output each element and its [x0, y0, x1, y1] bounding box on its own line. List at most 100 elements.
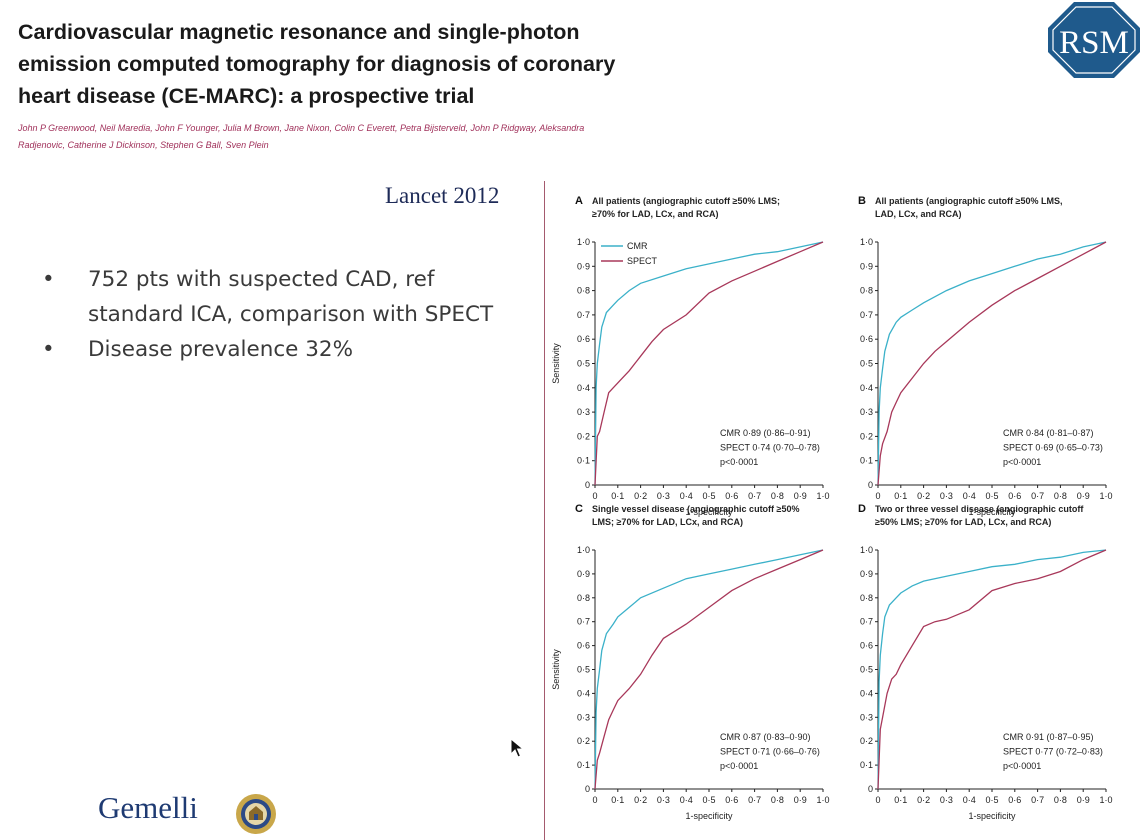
- bullet-dot: •: [42, 267, 55, 292]
- auc-annotation: SPECT 0·77 (0·72–0·83): [1003, 747, 1103, 757]
- x-tick-label: 1·0: [1099, 795, 1112, 805]
- x-tick-label: 0·6: [725, 795, 738, 805]
- y-tick-label: 0·8: [860, 286, 873, 296]
- x-axis-label: 1-specificity: [685, 811, 733, 821]
- auc-annotation: SPECT 0·74 (0·70–0·78): [720, 443, 820, 453]
- auc-annotation: CMR 0·91 (0·87–0·95): [1003, 732, 1094, 742]
- x-tick-label: 0·1: [611, 795, 624, 805]
- y-tick-label: 0·5: [577, 359, 590, 369]
- y-tick-label: 0·6: [577, 641, 590, 651]
- x-tick-label: 0·8: [1054, 491, 1067, 501]
- x-tick-label: 0·7: [748, 491, 761, 501]
- y-tick-label: 0·2: [577, 431, 590, 441]
- y-tick-label: 0·3: [860, 407, 873, 417]
- x-tick-label: 0·2: [917, 795, 930, 805]
- x-tick-label: 0·2: [634, 795, 647, 805]
- y-tick-label: 0·1: [577, 456, 590, 466]
- y-tick-label: 1·0: [860, 545, 873, 555]
- auc-annotation: p<0·0001: [720, 457, 758, 467]
- y-tick-label: 0·4: [860, 688, 873, 698]
- y-tick-label: 0·3: [577, 712, 590, 722]
- auc-annotation: CMR 0·89 (0·86–0·91): [720, 428, 811, 438]
- x-tick-label: 0·2: [917, 491, 930, 501]
- x-tick-label: 0·9: [1077, 795, 1090, 805]
- vertical-divider: [544, 181, 545, 840]
- y-tick-label: 0·7: [860, 310, 873, 320]
- roc-panel-d: D Two or three vessel disease (angiograph…: [858, 503, 1113, 821]
- x-axis-label: 1-specificity: [968, 811, 1016, 821]
- x-tick-label: 0·5: [985, 491, 998, 501]
- y-tick-label: 0·4: [860, 383, 873, 393]
- x-tick-label: 0·5: [985, 795, 998, 805]
- y-tick-label: 0·7: [577, 310, 590, 320]
- y-tick-label: 0·4: [577, 383, 590, 393]
- x-tick-label: 0·6: [1008, 795, 1021, 805]
- y-tick-label: 0·2: [577, 736, 590, 746]
- auc-annotation: p<0·0001: [1003, 761, 1041, 771]
- roc-curve-cmr: [877, 241, 1107, 486]
- x-tick-label: 0·1: [894, 795, 907, 805]
- y-tick-label: 0·6: [860, 334, 873, 344]
- bullet-item: • 752 pts with suspected CAD, ref standar…: [40, 262, 510, 332]
- bullet-dot: •: [42, 337, 55, 362]
- y-tick-label: 0: [585, 784, 590, 794]
- y-tick-label: 1·0: [860, 237, 873, 247]
- roc-curve-spect: [877, 241, 1107, 486]
- paper-title: Cardiovascular magnetic resonance and si…: [18, 20, 616, 108]
- y-tick-label: 0·9: [577, 261, 590, 271]
- panel-title: Single vessel disease (angiographic cuto…: [592, 504, 800, 514]
- y-tick-label: 0·5: [860, 665, 873, 675]
- auc-annotation: SPECT 0·71 (0·66–0·76): [720, 747, 820, 757]
- y-tick-label: 0·6: [577, 334, 590, 344]
- x-tick-label: 0·5: [702, 491, 715, 501]
- legend-label-cmr: CMR: [627, 241, 648, 251]
- y-tick-label: 1·0: [577, 545, 590, 555]
- x-tick-label: 0·4: [680, 795, 693, 805]
- auc-annotation: p<0·0001: [1003, 457, 1041, 467]
- y-tick-label: 0·1: [860, 456, 873, 466]
- roc-panel-c: C Single vessel disease (angiographic cut…: [551, 503, 830, 821]
- x-tick-label: 1·0: [1099, 491, 1112, 501]
- auc-annotation: CMR 0·87 (0·83–0·90): [720, 732, 811, 742]
- x-tick-label: 0·7: [748, 795, 761, 805]
- auc-annotation: SPECT 0·69 (0·65–0·73): [1003, 443, 1103, 453]
- roc-curve-spect: [594, 549, 824, 790]
- gemelli-logo: Gemelli: [98, 790, 198, 825]
- y-tick-label: 0·3: [577, 407, 590, 417]
- y-tick-label: 0·8: [577, 593, 590, 603]
- auc-annotation: p<0·0001: [720, 761, 758, 771]
- x-tick-label: 0·1: [894, 491, 907, 501]
- panel-letter: B: [858, 195, 866, 207]
- gemelli-seal-icon: [236, 794, 276, 834]
- y-tick-label: 0·5: [577, 665, 590, 675]
- x-tick-label: 0: [875, 795, 880, 805]
- bullet-text: 752 pts with suspected CAD, ref standard…: [88, 267, 494, 327]
- bullet-list: • 752 pts with suspected CAD, ref standar…: [40, 262, 510, 367]
- x-tick-label: 0: [875, 491, 880, 501]
- y-tick-label: 0·2: [860, 736, 873, 746]
- x-tick-label: 0·1: [611, 491, 624, 501]
- roc-curve-cmr: [877, 549, 1107, 790]
- x-tick-label: 0·8: [771, 795, 784, 805]
- y-tick-label: 0·9: [577, 569, 590, 579]
- mouse-cursor-icon: [510, 738, 524, 758]
- y-tick-label: 0: [868, 784, 873, 794]
- y-tick-label: 0: [868, 480, 873, 490]
- y-axis-label: Sensitivity: [551, 649, 561, 690]
- journal-citation: Lancet 2012: [385, 183, 500, 208]
- x-tick-label: 1·0: [816, 795, 829, 805]
- legend-label-spect: SPECT: [627, 256, 658, 266]
- y-tick-label: 0·1: [860, 760, 873, 770]
- roc-curve-cmr: [594, 549, 824, 790]
- x-tick-label: 1·0: [816, 491, 829, 501]
- x-tick-label: 0: [592, 491, 597, 501]
- roc-curve-cmr: [594, 241, 824, 486]
- auc-annotation: CMR 0·84 (0·81–0·87): [1003, 428, 1094, 438]
- x-tick-label: 0·3: [940, 491, 953, 501]
- x-tick-label: 0·9: [794, 491, 807, 501]
- x-tick-label: 0·6: [1008, 491, 1021, 501]
- y-tick-label: 0·9: [860, 569, 873, 579]
- x-tick-label: 0·3: [657, 795, 670, 805]
- y-tick-label: 0·6: [860, 641, 873, 651]
- panel-letter: C: [575, 503, 583, 515]
